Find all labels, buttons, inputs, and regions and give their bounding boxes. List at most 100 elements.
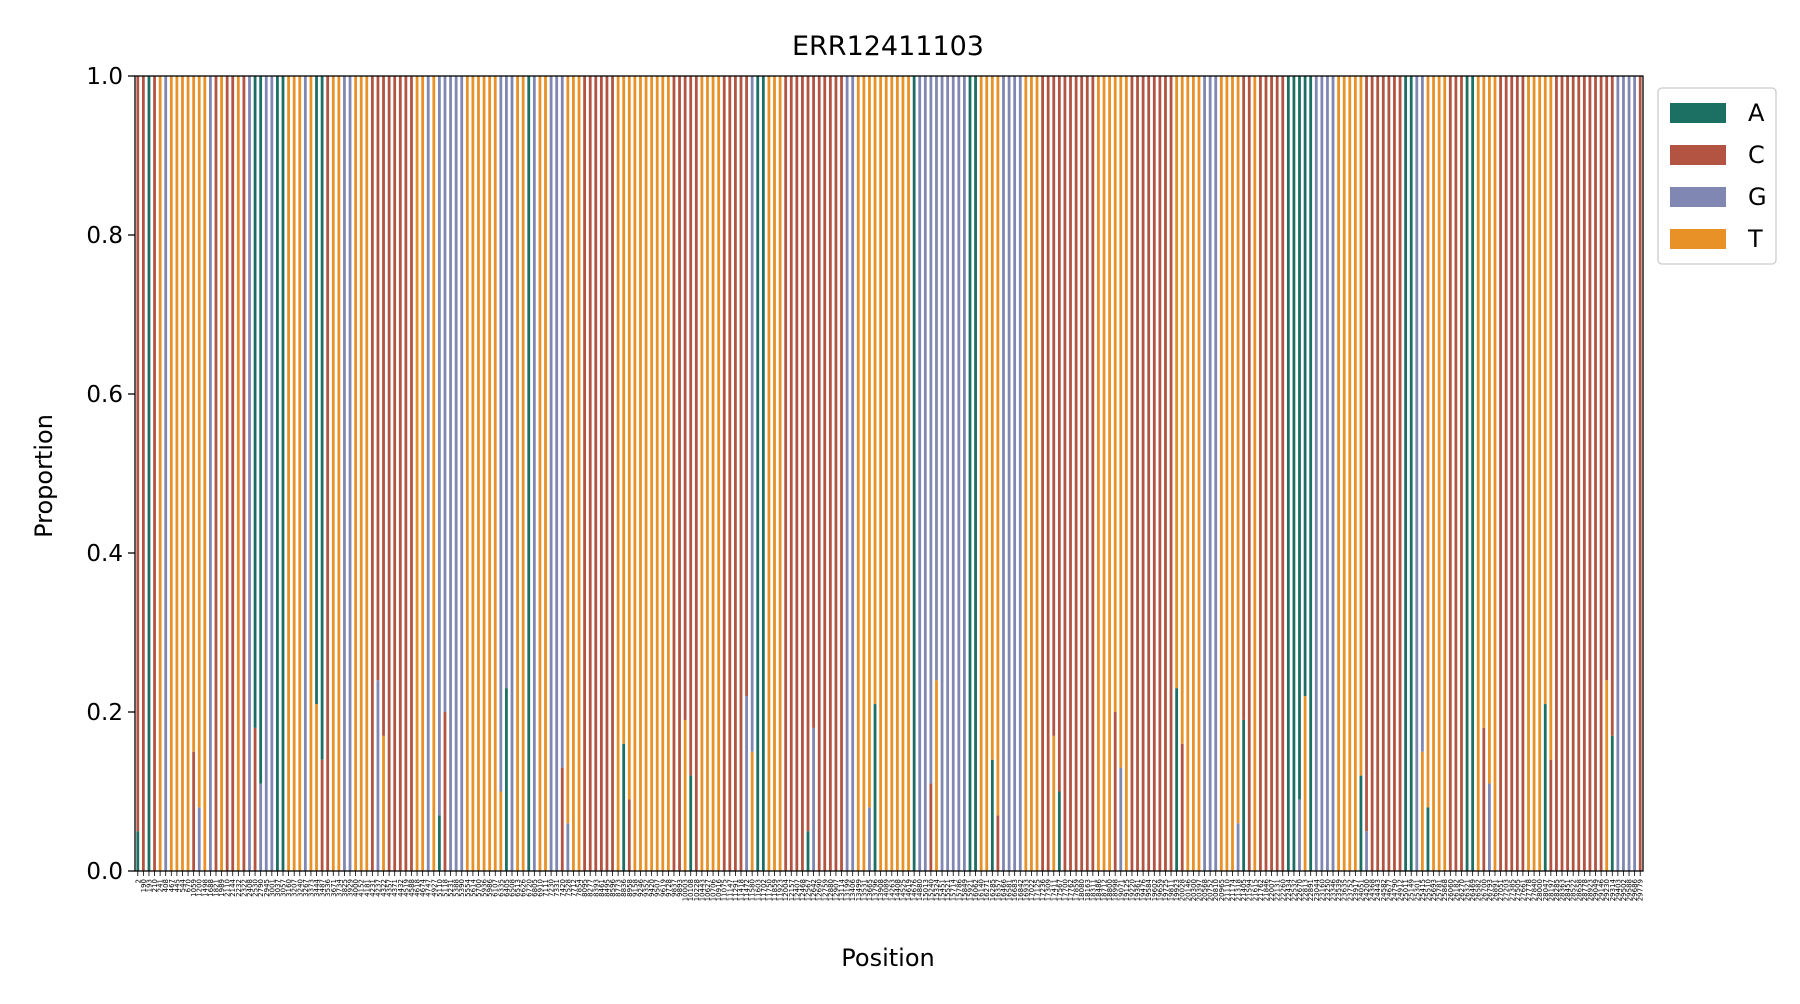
bar-segment-g [209,76,212,871]
bar-segment-t [1303,696,1307,871]
x-tick-label: 2232 [235,879,243,897]
x-tick-label: 19725 [1162,879,1170,901]
y-tick-label: 0.2 [86,700,123,726]
x-tick-label: 10916 [715,878,723,901]
x-tick-label: 28197 [1547,879,1555,901]
x-tick-label: 20028 [1179,879,1187,901]
x-tick-label: 9837 [670,879,678,897]
x-tick-label: 27840 [1531,879,1539,901]
bar-segment-t [1437,76,1441,871]
x-tick-label: 26321 [1464,879,1472,901]
bar-segment-a [974,76,977,871]
bar-segment-g [532,76,536,871]
bar-segment-t [996,76,1000,816]
bar-segment-a [1471,76,1475,871]
bar-segment-t [717,76,721,871]
y-tick-label: 0.4 [86,541,123,567]
bar-segment-c [398,76,402,871]
x-tick-label: 5390 [458,879,466,897]
x-tick-label: 15521 [944,879,952,901]
bar-segment-t [1359,76,1363,776]
x-tick-label: 22813 [1302,879,1310,901]
bar-segment-c [795,76,799,871]
bar-segment-a [136,831,140,871]
bar-segment-t [493,76,497,871]
bar-segment-t [1488,76,1491,784]
bar-segment-t [1052,735,1056,871]
bar-segment-c [387,76,391,871]
legend-label-a: A [1748,99,1765,127]
x-tick-label: 18712 [1101,879,1109,901]
bar-segment-t [1024,76,1028,871]
bar-segment-c [784,76,788,871]
bar-segment-c [1499,76,1502,871]
bar-segment-a [259,76,263,784]
x-tick-label: 17762 [1067,879,1075,901]
x-tick-label: 6626 [520,878,528,896]
bar-segment-t [627,76,631,800]
bar-segment-a [756,76,760,871]
bar-segment-t [884,76,888,871]
bar-segment-c [1247,76,1251,871]
x-tick-label: 26060 [1447,879,1455,901]
bar-segment-t [1538,76,1542,871]
bar-segment-t [711,76,715,871]
bar-segment-a [873,704,877,871]
x-tick-label: 14089 [883,879,891,901]
y-tick-label: 0.0 [86,859,123,885]
bar-segment-c [1275,76,1279,871]
x-tick-label: 2530 [252,879,260,897]
bar-segment-c [1638,76,1642,871]
x-tick-label: 17411 [1050,879,1058,901]
x-tick-label: 6910 [536,879,544,897]
bar-segment-c [789,76,793,871]
x-tick-label: 26469 [1469,879,1477,901]
plot-frame [134,75,1644,872]
bar-segment-t [1197,76,1201,871]
x-tick-label: 8836 [620,878,628,896]
x-tick-label: 17125 [1034,879,1042,901]
x-tick-label: 25510 [1424,879,1432,901]
bar-segment-a [1175,688,1179,871]
x-tick-label: 10706 [710,878,718,901]
legend-swatch-t [1670,229,1726,249]
bar-segment-g [1203,76,1206,871]
bar-segment-t [890,76,894,871]
x-tick-label: 11603 [754,879,762,901]
bar-segment-t [1180,76,1184,744]
bar-segment-c [1460,76,1463,871]
bar-segment-t [175,76,179,871]
x-tick-label: 7331 [553,879,561,897]
x-tick-label: 9619 [659,879,667,897]
bar-segment-c [1264,76,1268,871]
x-tick-label: 21110 [1223,879,1231,901]
x-tick-label: 22007 [1268,879,1276,901]
bar-segment-c [605,76,609,871]
x-tick-label: 5110 [436,879,444,897]
bar-segment-a [527,76,531,871]
x-tick-label: 4322 [380,879,388,897]
x-tick-label: 7854 [576,878,584,896]
y-tick-label: 0.6 [86,382,123,408]
x-tick-label: 4747 [425,879,433,897]
bar-segment-g [918,76,922,871]
bar-segment-c [588,76,592,871]
x-tick-label: 19923 [1173,879,1181,901]
bar-segment-c [1365,76,1368,832]
bar-segment-c [1454,76,1458,871]
x-tick-label: 4231 [369,879,377,897]
bar-segment-a [1292,76,1296,871]
bar-segment-g [1236,823,1240,871]
x-tick-label: 5700 [475,879,483,897]
bar-segment-c [1594,76,1597,871]
bar-segment-t [365,76,369,871]
x-tick-label: 8958 [626,879,634,897]
x-tick-label: 9893 [676,879,684,897]
x-tick-label: 7712 [570,879,578,897]
x-tick-label: 7111 [542,879,550,897]
x-tick-label: 6107 [492,879,500,897]
x-tick-label: 2110 [224,879,232,897]
bar-segment-t [862,76,866,871]
bar-segment-t [666,76,670,871]
bar-segment-t [1337,76,1340,871]
